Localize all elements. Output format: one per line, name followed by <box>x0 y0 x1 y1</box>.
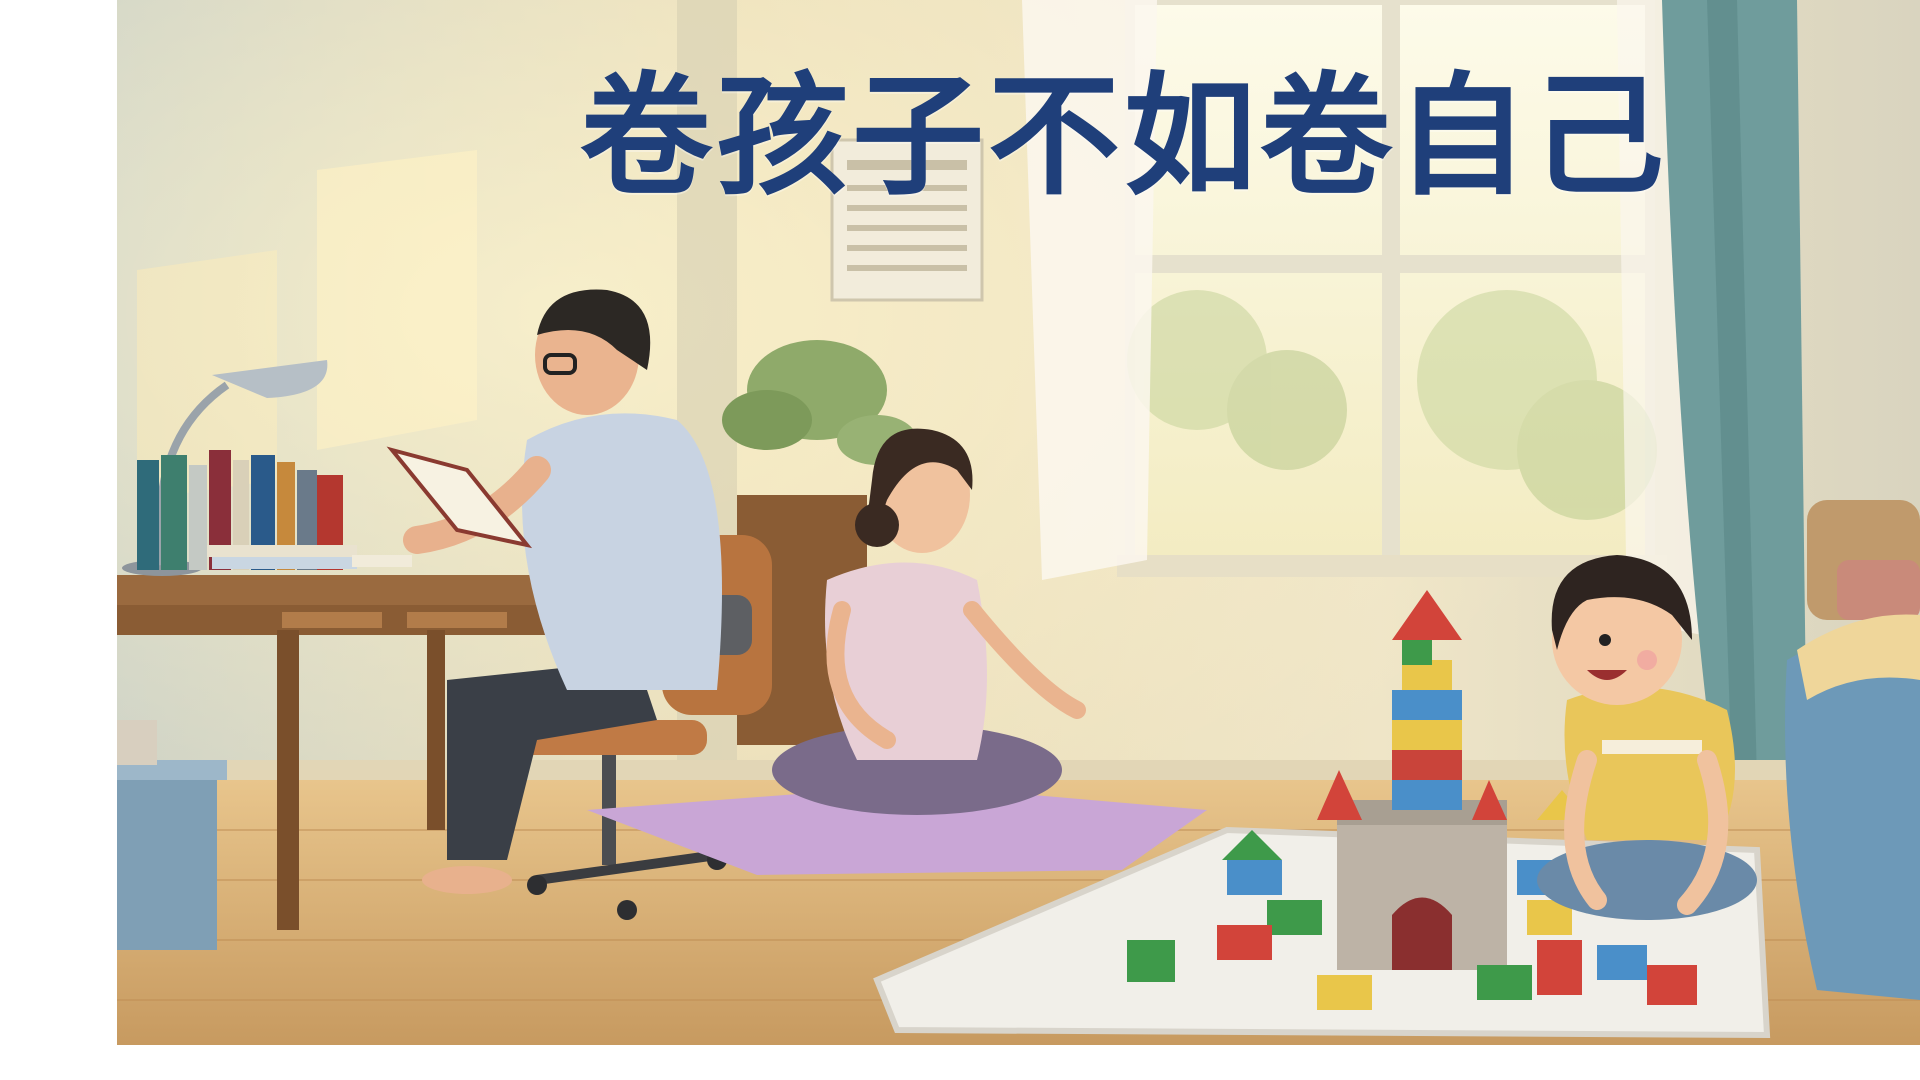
illustration <box>117 0 1920 1045</box>
desk <box>117 575 577 930</box>
mother <box>772 428 1086 815</box>
father <box>386 289 772 920</box>
child <box>1537 555 1757 920</box>
headline-title: 卷孩子不如卷自己 <box>580 60 1668 214</box>
books-on-desk <box>137 450 412 570</box>
trees-outside <box>1127 290 1657 520</box>
yoga-mat <box>587 785 1207 875</box>
block-castle <box>1127 590 1697 1010</box>
window-sill <box>1117 555 1667 577</box>
sheer-curtain <box>1022 0 1157 580</box>
storage-box <box>117 720 227 950</box>
bed <box>1785 500 1920 1000</box>
